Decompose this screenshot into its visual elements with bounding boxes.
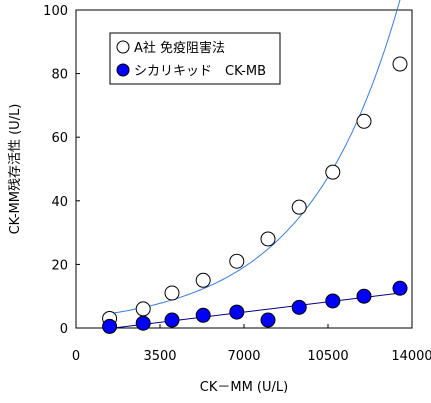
y-tick-label: 40: [51, 195, 68, 210]
data-points: [102, 56, 408, 334]
x-axis-ticks: 0 3500 7000 10500 14000: [72, 324, 431, 364]
legend-marker-series-2: [116, 63, 130, 77]
data-point-series-1: [135, 301, 151, 317]
x-tick-label: 0: [72, 349, 80, 364]
data-point-series-2: [291, 299, 307, 315]
data-point-series-2: [102, 318, 118, 334]
y-axis-ticks: 0 20 40 60 80 100: [43, 4, 80, 337]
x-tick-label: 3500: [143, 349, 176, 364]
data-point-series-1: [291, 199, 307, 215]
legend-box: [109, 32, 281, 85]
data-point-series-2: [260, 312, 276, 328]
legend-label-series-1: A社 免疫阻害法: [134, 40, 225, 56]
y-tick-label: 0: [60, 322, 68, 337]
data-point-series-2: [164, 312, 180, 328]
x-tick-label: 10500: [307, 349, 348, 364]
y-tick-label: 60: [51, 131, 68, 146]
data-point-series-1: [164, 285, 180, 301]
legend-marker-series-1: [116, 40, 130, 54]
trendline-series-2: [109, 292, 401, 329]
data-point-series-2: [356, 288, 372, 304]
data-point-series-2: [229, 304, 245, 320]
data-point-series-1: [392, 56, 408, 72]
data-point-series-2: [135, 315, 151, 331]
legend: A社 免疫阻害法 シカリキッド CK-MB: [109, 32, 281, 85]
trendlines: [109, 0, 401, 329]
x-tick-label: 7000: [227, 349, 260, 364]
trendline-series-1: [109, 0, 401, 315]
data-point-series-1: [260, 231, 276, 247]
data-point-series-2: [325, 293, 341, 309]
y-tick-label: 100: [43, 4, 68, 19]
y-axis-title: CK-MM残存活性 (U/L): [8, 104, 23, 235]
data-point-series-1: [356, 113, 372, 129]
data-point-series-1: [229, 253, 245, 269]
x-tick-label: 14000: [391, 349, 431, 364]
data-point-series-1: [195, 272, 211, 288]
y-tick-label: 20: [51, 258, 68, 273]
data-point-series-2: [392, 280, 408, 296]
data-point-series-1: [325, 164, 341, 180]
y-tick-label: 80: [51, 68, 68, 83]
x-axis-title: CK－MM (U/L): [200, 380, 288, 395]
legend-label-series-2: シカリキッド CK-MB: [134, 64, 266, 79]
data-point-series-2: [195, 307, 211, 323]
